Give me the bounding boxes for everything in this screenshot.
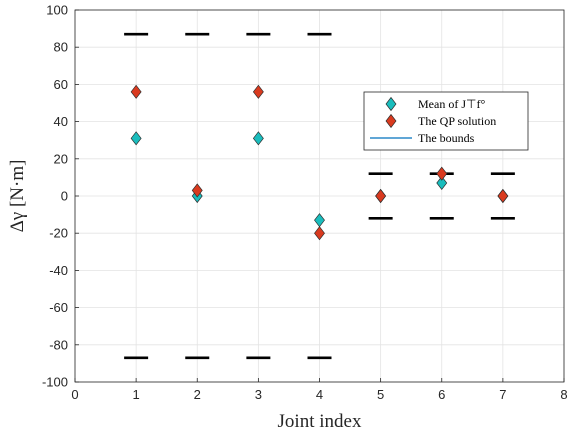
- x-tick-label: 5: [377, 387, 384, 402]
- x-tick-label: 3: [255, 387, 262, 402]
- x-tick-label: 6: [438, 387, 445, 402]
- x-tick-label: 0: [71, 387, 78, 402]
- series-1-point: [436, 166, 448, 181]
- points-layer: [130, 84, 509, 241]
- y-tick-label: 40: [54, 114, 68, 129]
- y-tick-label: 60: [54, 77, 68, 92]
- series-1-point: [130, 84, 142, 99]
- y-axis-label: Δγ [N·m]: [7, 160, 28, 233]
- y-axis-ticks: -100 -80 -60 -40 -20 0 20 40 60 80 100: [42, 3, 79, 390]
- legend-swatch-1: [385, 113, 397, 129]
- series-1-point: [497, 188, 509, 204]
- x-tick-label: 8: [560, 387, 567, 402]
- series-1-point: [252, 84, 264, 99]
- y-tick-label: -20: [49, 226, 68, 241]
- series-0-point: [252, 131, 264, 146]
- series-0-point: [130, 131, 142, 146]
- y-tick-label: 80: [54, 40, 68, 55]
- x-axis-label: Joint index: [278, 411, 362, 432]
- legend-label-0: Mean of J⊤f°: [418, 97, 485, 111]
- y-tick-label: -100: [42, 375, 68, 390]
- x-tick-label: 4: [316, 387, 323, 402]
- y-tick-label: -40: [49, 263, 68, 278]
- y-tick-label: 0: [61, 189, 68, 204]
- series-1-point: [375, 188, 387, 204]
- series-1-point: [314, 226, 325, 241]
- series-1-point: [191, 183, 203, 198]
- x-tick-label: 7: [499, 387, 506, 402]
- series-0-point: [436, 175, 448, 191]
- series-0-point: [314, 213, 325, 228]
- legend-swatch-0: [385, 96, 397, 112]
- legend-label-1: The QP solution: [418, 114, 496, 128]
- y-tick-label: -80: [49, 337, 68, 352]
- x-tick-label: 2: [194, 387, 201, 402]
- legend-items: Mean of J⊤f° The QP solution The bounds: [370, 96, 496, 145]
- y-tick-label: 20: [54, 151, 68, 166]
- legend-label-2: The bounds: [418, 131, 475, 145]
- legend: Mean of J⊤f° The QP solution The bounds: [363, 91, 529, 151]
- grid: [74, 9, 565, 383]
- x-axis-ticks: 0 1 2 3 4 5 6 7 8: [71, 378, 568, 402]
- x-tick-label: 1: [133, 387, 140, 402]
- y-tick-label: -60: [49, 300, 68, 315]
- y-tick-label: 100: [46, 3, 68, 18]
